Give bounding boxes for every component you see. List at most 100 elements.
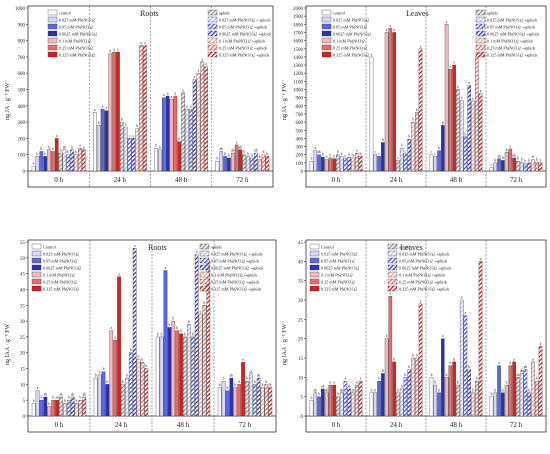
bar xyxy=(407,369,411,417)
bar xyxy=(489,167,494,172)
legend-swatch xyxy=(47,23,58,30)
bar xyxy=(78,148,82,172)
bar xyxy=(74,154,78,172)
bar-label: a xyxy=(465,311,467,315)
bar-label: a xyxy=(513,357,515,361)
x-tick-label: 0 h xyxy=(55,421,64,429)
bar xyxy=(317,154,321,172)
bar-label: a xyxy=(540,342,542,346)
legend-label: 0.1 mM Pb(NO3)2 xyxy=(321,272,353,277)
bar-label: a xyxy=(356,149,358,153)
bar-label: b xyxy=(52,396,54,400)
bar xyxy=(131,138,136,172)
bar-label: b xyxy=(71,145,73,149)
bar-label: a xyxy=(356,381,358,385)
bar xyxy=(47,406,52,417)
legend-swatch xyxy=(199,257,210,264)
bar-label: a xyxy=(498,361,500,365)
bar xyxy=(238,149,243,172)
legend-swatch xyxy=(475,37,486,44)
bar xyxy=(223,156,227,172)
bar xyxy=(516,377,520,417)
bar xyxy=(139,45,143,172)
legend-swatch xyxy=(475,51,486,58)
bar-label: b xyxy=(121,118,123,122)
y-tick-label: 0 xyxy=(23,170,26,175)
bar-label: b xyxy=(536,377,538,381)
bar-label: c xyxy=(129,134,131,138)
bar xyxy=(474,56,479,172)
bar xyxy=(206,260,211,417)
bar-label: c xyxy=(378,152,380,156)
bar xyxy=(309,400,314,417)
legend-swatch xyxy=(199,278,210,285)
bar xyxy=(519,161,524,172)
bar-label: b xyxy=(532,155,534,159)
bar-label: b xyxy=(99,370,101,374)
bar-label: b xyxy=(360,152,362,156)
bar-label: ab xyxy=(254,149,258,153)
bar xyxy=(324,159,329,172)
y-tick-label: 1800 xyxy=(293,23,304,28)
bar-label: b xyxy=(528,158,530,162)
bar xyxy=(493,392,498,417)
legend-label: 0.0625 mM Pb(NO3)2 +aphids xyxy=(211,265,264,270)
bar xyxy=(249,374,253,417)
bar xyxy=(448,68,453,172)
legend-swatch xyxy=(309,264,320,271)
legend-label: 0.05 mM Pb(NO3)2 xyxy=(333,24,367,29)
bar-label: ab xyxy=(325,388,329,392)
bar-label: b xyxy=(416,108,418,112)
bar xyxy=(43,156,47,172)
bar-label: b xyxy=(438,388,440,392)
bar xyxy=(51,400,55,417)
bar-label: b xyxy=(161,332,163,336)
bar xyxy=(47,149,51,172)
panel-roots-ja: Roots ng JA · g⁻¹ FW⁻ 0 100 200 300 400 500 60… xyxy=(5,5,274,188)
y-tick-label: 1900 xyxy=(293,15,304,20)
bar-label: c xyxy=(133,134,135,138)
bar-label: a xyxy=(461,296,463,300)
legend-label: 0.1 mM Pb(NO3)2 +aphids xyxy=(211,272,257,277)
legend-label: 0.325 mM Pb(NO3)2 +aphids xyxy=(487,52,538,57)
bar xyxy=(237,384,241,417)
legend-label: 0.0625 mM Pb(NO3)2 xyxy=(321,265,359,270)
bar xyxy=(534,161,539,172)
bar-label: b xyxy=(408,365,410,369)
legend-swatch xyxy=(31,250,42,257)
bar xyxy=(463,315,468,417)
y-tick-label: 100 xyxy=(18,154,26,159)
bar xyxy=(250,157,254,172)
bar xyxy=(140,362,145,417)
legend-label: 0.0625 mM Pb(NO3)2 xyxy=(43,265,81,270)
bar-label: b xyxy=(502,388,504,392)
bar-label: a xyxy=(242,358,244,362)
y-tick-label: 500 xyxy=(296,129,304,134)
bar xyxy=(254,152,258,172)
legend-swatch xyxy=(207,16,218,23)
bar xyxy=(474,381,479,417)
bar-label: b xyxy=(412,354,414,358)
legend-label: 0.025 mM Pb(NO3)2 xyxy=(321,251,357,256)
y-tick-label: 30 xyxy=(298,299,304,304)
bar-label: b xyxy=(223,377,225,381)
panel-leaves-ja: Leaves ng JA · g⁻¹ FW⁻ 0 100 200 300 400 500 6… xyxy=(282,5,547,188)
bar-label: b xyxy=(227,386,229,390)
legend-left: control 0.025 mM Pb(NO3)2 0.05 mM Pb(NO3)2… xyxy=(321,9,371,57)
bar xyxy=(452,361,456,417)
bar xyxy=(388,28,393,172)
bar xyxy=(313,392,318,417)
bar-label: a xyxy=(37,386,39,390)
bar xyxy=(173,95,178,172)
bar xyxy=(192,79,197,172)
bar-label: b xyxy=(540,158,542,162)
y-axis-label: ng IAA · g⁻¹ FW⁻ xyxy=(282,321,288,365)
bar-label: b xyxy=(138,355,140,359)
y-tick-label: 1300 xyxy=(293,64,304,69)
bar-label: a xyxy=(510,144,512,148)
bar xyxy=(332,384,336,417)
bar-label: a xyxy=(33,162,35,166)
bar xyxy=(261,154,266,172)
bar-label: ab xyxy=(520,369,524,373)
legend-label: 0.025 mM Pb(NO3)2 +aphids xyxy=(399,251,450,256)
